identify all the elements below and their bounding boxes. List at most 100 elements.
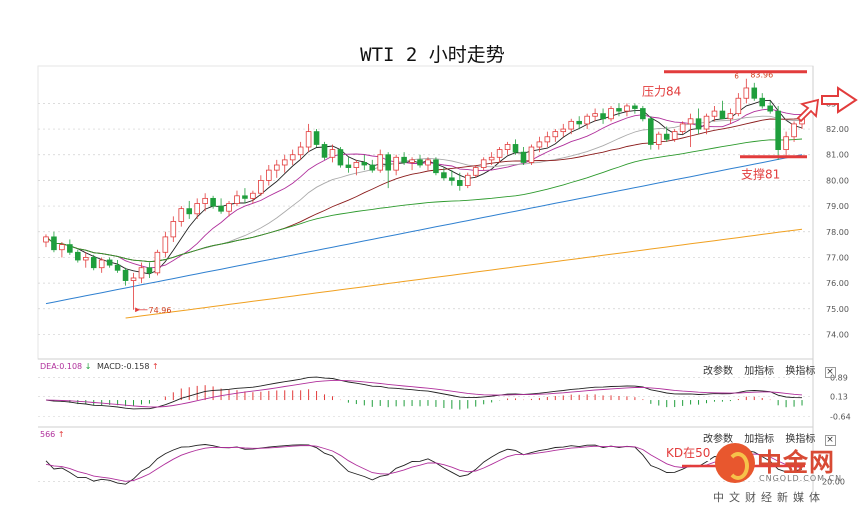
candle [281, 154, 288, 173]
candle [106, 257, 113, 268]
candle-body [218, 205, 224, 212]
candle [114, 260, 121, 273]
ma20-line [45, 115, 802, 263]
candle-body [449, 177, 455, 181]
candle [695, 108, 702, 135]
candle [377, 149, 384, 173]
candle-body [234, 195, 240, 204]
kd-edit-params-button[interactable]: 改参数 [703, 434, 733, 445]
candle [266, 165, 272, 186]
candle [464, 172, 471, 189]
candle [82, 252, 89, 268]
candle-body [791, 123, 797, 138]
candle-body [138, 267, 145, 279]
candle-body [703, 115, 710, 130]
candle-body [528, 146, 535, 163]
candle-body [417, 159, 423, 166]
kd-value: 566 [40, 430, 56, 439]
candle [186, 200, 193, 219]
y-tick-label: 75.00 [826, 305, 849, 314]
ma-long-line [45, 154, 803, 305]
candle [727, 108, 734, 124]
candle [568, 118, 575, 135]
up-right-arrow-icon [796, 98, 820, 123]
low-price-label: 74.96 [149, 306, 172, 315]
candle-body [106, 259, 113, 266]
k-line [45, 444, 803, 485]
candle [711, 105, 718, 122]
candle [783, 131, 789, 158]
watermark-site: CNGOLD.COM.CN [759, 474, 843, 483]
kd-add-indicator-button[interactable]: 加指标 [744, 434, 775, 445]
candle [51, 231, 57, 253]
candle-body [727, 113, 734, 120]
candle [735, 93, 742, 117]
candle [67, 239, 73, 255]
candle [170, 216, 177, 243]
candle-body [146, 267, 153, 274]
candle [449, 170, 455, 186]
watermark: 中金网 CNGOLD.COM.CN 中文财经新媒体 [705, 441, 865, 513]
macd-edit-params-button[interactable]: 改参数 [703, 366, 733, 377]
high-price-label: 83.96 [750, 71, 773, 80]
candle [472, 165, 479, 178]
candle [663, 126, 670, 142]
y-tick-label: 77.00 [826, 253, 849, 262]
candle-body [648, 118, 654, 145]
kd-switch-indicator-button[interactable]: 换指标 [785, 434, 816, 445]
candle-body [584, 115, 590, 125]
candle [59, 242, 65, 258]
macd-close-icon[interactable]: × [824, 367, 836, 378]
candle-body [186, 208, 193, 215]
candle [425, 157, 431, 171]
candle [544, 131, 551, 148]
chart-title: WTI 2 小时走势 [360, 44, 505, 66]
macd-switch-indicator-button[interactable]: 换指标 [785, 366, 816, 377]
kd-y-tick-label: 20.00 [822, 478, 845, 487]
candle-body [162, 236, 169, 253]
candle-body [98, 259, 105, 269]
candle [751, 82, 758, 101]
candle [194, 198, 200, 219]
candle-body [671, 131, 678, 140]
candle [536, 136, 543, 153]
candle-body [425, 159, 431, 166]
candle-body [202, 197, 208, 204]
candle-body [775, 110, 781, 150]
candle [218, 198, 224, 214]
candle-body [250, 192, 256, 199]
candle-body [266, 169, 272, 181]
candle [226, 200, 232, 217]
candle [122, 267, 129, 286]
kd-close-icon[interactable]: × [824, 435, 836, 446]
candle-body [536, 141, 543, 148]
price-grid [38, 103, 813, 335]
candle [313, 129, 320, 148]
candle-body [640, 108, 646, 120]
candle-body [488, 156, 495, 161]
macd-toolbar: 改参数 加指标 换指标 × [703, 362, 836, 378]
candle [401, 152, 407, 165]
candle-body [51, 236, 57, 251]
candle-body [43, 236, 49, 243]
candle [632, 103, 638, 114]
candle-body [568, 120, 575, 130]
candle-body [154, 251, 161, 274]
candle [273, 159, 280, 178]
candle [592, 108, 598, 122]
candle-body [655, 133, 662, 145]
candle-body [313, 131, 320, 145]
candle [250, 190, 256, 204]
macd-y-tick-label: 0.89 [830, 373, 848, 382]
candle [496, 147, 503, 163]
candle-body [433, 159, 439, 174]
right-arrow-icon [821, 86, 858, 114]
y-tick-label: 82.00 [826, 125, 849, 134]
candle [775, 105, 781, 160]
candle-body [75, 251, 81, 261]
candle-body [305, 131, 312, 148]
candle [457, 172, 463, 191]
candle-body [345, 164, 352, 168]
macd-add-indicator-button[interactable]: 加指标 [744, 366, 775, 377]
